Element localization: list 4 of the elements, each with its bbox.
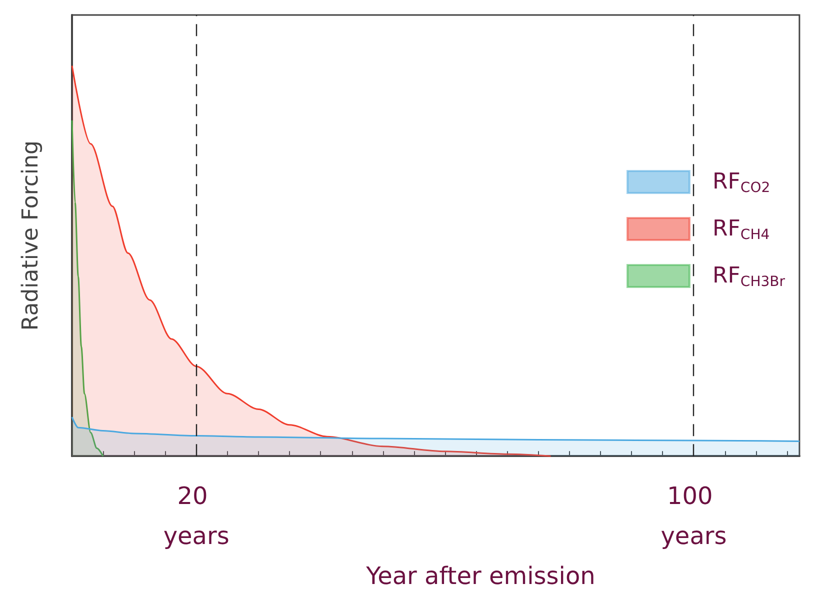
y-axis-title: Radiative Forcing — [18, 140, 44, 331]
x-axis-title: Year after emission — [365, 562, 596, 590]
x-tick-label: 20 years — [163, 482, 230, 550]
x-tick-label: 100 years — [660, 482, 727, 550]
